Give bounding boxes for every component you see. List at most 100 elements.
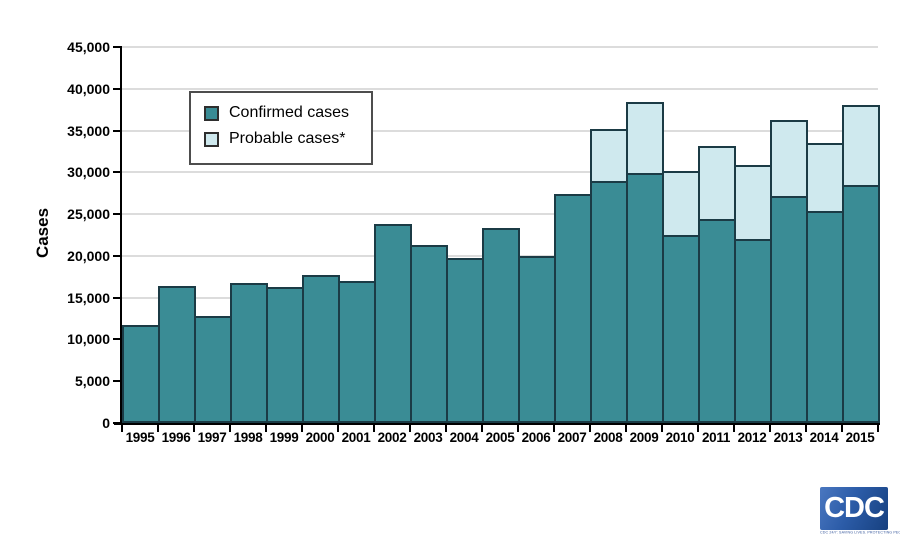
x-tick-19 bbox=[805, 425, 807, 432]
probable-cases-swatch-icon bbox=[204, 131, 219, 147]
y-tick-45000 bbox=[113, 46, 120, 48]
gridline-40000 bbox=[122, 87, 878, 90]
x-tick-label-2007: 2007 bbox=[557, 430, 587, 445]
legend-label-probable: Probable cases* bbox=[229, 130, 346, 147]
x-tick-label-2006: 2006 bbox=[521, 430, 551, 445]
y-tick-25000 bbox=[113, 213, 120, 216]
x-tick-4 bbox=[265, 425, 267, 432]
bar-probable-2009 bbox=[626, 101, 664, 175]
x-tick-14 bbox=[625, 425, 627, 432]
x-tick-9 bbox=[445, 425, 447, 432]
bar-confirmed-2009 bbox=[626, 172, 664, 423]
y-tick-label-40000: 40,000 bbox=[67, 80, 110, 97]
y-tick-30000 bbox=[113, 171, 120, 174]
bar-confirmed-1996 bbox=[158, 285, 196, 423]
legend-item-probable: Probable cases* bbox=[204, 130, 371, 148]
plot-area bbox=[122, 46, 880, 423]
bar-confirmed-2012 bbox=[734, 239, 772, 423]
y-axis-line bbox=[120, 46, 122, 425]
legend-item-confirmed: Confirmed cases bbox=[204, 104, 371, 122]
x-tick-3 bbox=[229, 425, 231, 432]
y-tick-label-30000: 30,000 bbox=[67, 164, 110, 181]
y-tick-label-0: 0 bbox=[102, 415, 110, 431]
y-tick-10000 bbox=[113, 338, 120, 341]
bar-probable-2008 bbox=[590, 128, 628, 184]
bar-confirmed-2011 bbox=[698, 219, 736, 423]
x-tick-2 bbox=[193, 425, 195, 432]
x-tick-0 bbox=[121, 425, 123, 432]
bar-confirmed-1998 bbox=[230, 282, 268, 423]
bar-confirmed-2015 bbox=[842, 185, 880, 423]
x-tick-18 bbox=[769, 425, 771, 432]
x-tick-10 bbox=[481, 425, 483, 432]
bar-probable-2014 bbox=[806, 143, 844, 214]
bar-confirmed-1999 bbox=[266, 287, 304, 423]
y-tick-15000 bbox=[113, 296, 120, 299]
bar-confirmed-2000 bbox=[302, 274, 340, 423]
x-tick-label-2009: 2009 bbox=[629, 430, 659, 445]
x-tick-7 bbox=[373, 425, 375, 432]
y-tick-40000 bbox=[113, 87, 120, 90]
x-tick-label-2008: 2008 bbox=[593, 430, 623, 445]
x-tick-label-2012: 2012 bbox=[737, 430, 767, 445]
y-tick-20000 bbox=[113, 254, 120, 257]
bar-confirmed-2008 bbox=[590, 181, 628, 423]
x-tick-label-2015: 2015 bbox=[845, 430, 875, 445]
y-tick-5000 bbox=[113, 380, 120, 383]
gridline-35000 bbox=[122, 129, 878, 132]
x-axis-line bbox=[114, 423, 880, 425]
bar-confirmed-2002 bbox=[374, 224, 412, 423]
gridline-25000 bbox=[122, 213, 878, 216]
y-tick-label-15000: 15,000 bbox=[67, 289, 110, 306]
bar-confirmed-2007 bbox=[554, 193, 592, 423]
bar-confirmed-2003 bbox=[410, 245, 448, 423]
bar-probable-2012 bbox=[734, 165, 772, 242]
confirmed-cases-swatch-icon bbox=[204, 105, 219, 121]
x-tick-label-2004: 2004 bbox=[449, 430, 479, 445]
cdc-logo-tagline: CDC 24/7: Saving Lives. Protecting Peopl… bbox=[820, 531, 900, 535]
x-tick-label-1998: 1998 bbox=[233, 430, 263, 445]
x-tick-11 bbox=[517, 425, 519, 432]
legend: Confirmed cases Probable cases* bbox=[189, 91, 373, 165]
y-tick-label-5000: 5,000 bbox=[74, 373, 110, 390]
x-tick-label-2014: 2014 bbox=[809, 430, 839, 445]
y-tick-label-25000: 25,000 bbox=[67, 206, 110, 223]
bar-confirmed-1995 bbox=[122, 325, 160, 423]
bar-confirmed-2013 bbox=[770, 195, 808, 423]
bar-probable-2013 bbox=[770, 119, 808, 198]
x-tick-label-2003: 2003 bbox=[413, 430, 443, 445]
x-tick-label-2011: 2011 bbox=[701, 430, 731, 445]
x-tick-5 bbox=[301, 425, 303, 432]
bar-confirmed-2010 bbox=[662, 234, 700, 423]
bar-confirmed-2006 bbox=[518, 256, 556, 423]
cdc-logo-box: CDC bbox=[820, 487, 888, 530]
x-tick-label-2010: 2010 bbox=[665, 430, 695, 445]
bar-confirmed-2004 bbox=[446, 257, 484, 423]
x-tick-label-1996: 1996 bbox=[161, 430, 191, 445]
x-tick-label-2000: 2000 bbox=[305, 430, 335, 445]
bar-probable-2015 bbox=[842, 104, 880, 188]
x-tick-label-2001: 2001 bbox=[341, 430, 371, 445]
y-tick-label-35000: 35,000 bbox=[67, 122, 110, 139]
x-tick-12 bbox=[553, 425, 555, 432]
bar-probable-2011 bbox=[698, 146, 736, 222]
gridline-45000 bbox=[122, 46, 878, 48]
bar-probable-2010 bbox=[662, 171, 700, 237]
legend-label-confirmed: Confirmed cases bbox=[229, 104, 350, 121]
gridline-30000 bbox=[122, 171, 878, 174]
bar-confirmed-2014 bbox=[806, 211, 844, 423]
y-tick-label-45000: 45,000 bbox=[67, 39, 110, 55]
x-tick-label-1999: 1999 bbox=[269, 430, 299, 445]
x-tick-15 bbox=[661, 425, 663, 432]
x-tick-label-2005: 2005 bbox=[485, 430, 515, 445]
cdc-logo: CDC CDC 24/7: Saving Lives. Protecting P… bbox=[820, 487, 900, 538]
x-tick-label-1997: 1997 bbox=[197, 430, 227, 445]
bar-confirmed-1997 bbox=[194, 316, 232, 423]
x-tick-8 bbox=[409, 425, 411, 432]
x-tick-20 bbox=[841, 425, 843, 432]
x-tick-1 bbox=[157, 425, 159, 432]
bar-confirmed-2005 bbox=[482, 228, 520, 423]
x-tick-16 bbox=[697, 425, 699, 432]
x-tick-label-2013: 2013 bbox=[773, 430, 803, 445]
